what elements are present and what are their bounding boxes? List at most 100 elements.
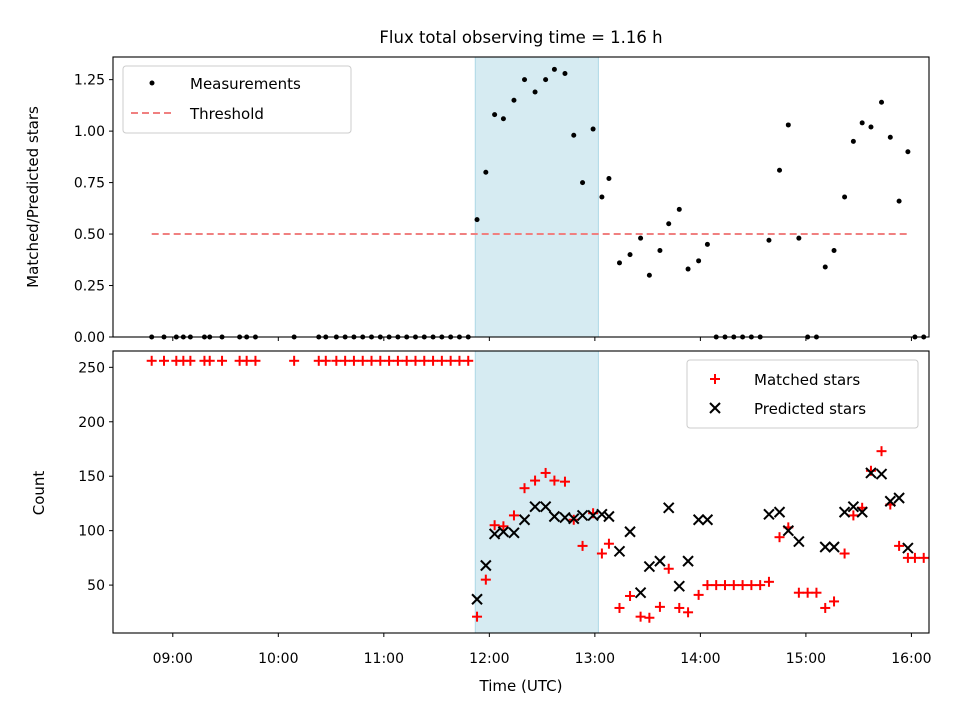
predicted-star-point-b bbox=[838, 506, 851, 518]
measurement-point bbox=[483, 169, 489, 175]
matched-star-point bbox=[480, 574, 491, 585]
predicted-star-point bbox=[847, 500, 860, 513]
predicted-star-point-b bbox=[902, 542, 914, 554]
predicted-star-point-b bbox=[893, 492, 905, 504]
predicted-star-point-b bbox=[856, 506, 868, 518]
measurement-point bbox=[842, 194, 848, 200]
bottom-axes-frame bbox=[112, 350, 930, 634]
predicted-star-point bbox=[613, 545, 626, 558]
matched-star-point bbox=[839, 548, 850, 559]
matched-star-point bbox=[540, 467, 551, 478]
measurement-point bbox=[859, 120, 865, 126]
measurement-point bbox=[896, 198, 902, 204]
predicted-star-point bbox=[568, 512, 580, 525]
matched-star-point bbox=[763, 576, 774, 587]
measurement-point bbox=[511, 97, 517, 103]
measurement-point bbox=[492, 112, 498, 118]
measurement-point bbox=[599, 194, 605, 200]
measurement-point bbox=[831, 248, 837, 254]
measurement-point bbox=[796, 235, 802, 241]
predicted-star-point bbox=[865, 467, 877, 479]
predicted-star-point bbox=[497, 526, 510, 538]
measurement-point bbox=[879, 99, 885, 105]
predicted-star-point-b bbox=[587, 509, 599, 522]
top-y-axis-label: Matched/Predicted stars bbox=[24, 106, 42, 288]
legend-measurements-label: Measurements bbox=[190, 75, 301, 93]
top-legend: Measurements Threshold bbox=[122, 65, 352, 134]
measurement-point bbox=[532, 89, 538, 95]
matched-star-point bbox=[635, 611, 646, 622]
top-y-tick-label: 0.75 bbox=[74, 176, 105, 192]
predicted-star-point-b bbox=[576, 509, 589, 522]
predicted-star-point bbox=[488, 528, 501, 540]
top-y-tick-label: 0.00 bbox=[74, 330, 105, 346]
top-legend-box bbox=[122, 65, 352, 134]
top-axes-frame bbox=[112, 56, 930, 338]
bottom-x-tick-label: 10:00 bbox=[258, 651, 298, 667]
matched-star-point bbox=[445, 355, 456, 366]
predicted-star-point bbox=[529, 500, 541, 513]
matched-star-point bbox=[683, 607, 694, 618]
measurement-point bbox=[657, 248, 663, 254]
matched-star-point bbox=[549, 475, 560, 486]
bottom-x-tick-label: 11:00 bbox=[364, 651, 404, 667]
predicted-star-point bbox=[763, 508, 775, 521]
bottom-legend: Matched stars Predicted stars bbox=[686, 359, 919, 429]
measurement-point bbox=[571, 132, 577, 138]
predicted-star-point bbox=[701, 514, 714, 526]
count-points bbox=[146, 355, 929, 623]
bottom-x-tick-label: 16:00 bbox=[891, 651, 931, 667]
matched-star-point bbox=[674, 602, 685, 613]
predicted-star-point-b bbox=[847, 500, 860, 513]
bottom-y-tick-label: 50 bbox=[87, 578, 105, 594]
predicted-star-point bbox=[663, 502, 675, 514]
matched-star-point bbox=[894, 540, 905, 551]
predicted-star-point bbox=[828, 541, 840, 553]
bottom-x-ticks: 09:00 10:00 11:00 12:00 13:00 14:00 15:00 16:00 bbox=[153, 633, 932, 667]
bottom-x-tick-label: 14:00 bbox=[680, 651, 720, 667]
measurement-point bbox=[551, 66, 557, 72]
measurement-point bbox=[676, 206, 682, 212]
matched-star-point bbox=[428, 355, 439, 366]
predicted-star-point-b bbox=[529, 500, 541, 513]
matched-star-point bbox=[802, 587, 813, 598]
matched-star-point bbox=[436, 355, 447, 366]
predicted-star-point bbox=[793, 535, 805, 548]
matched-star-point bbox=[663, 563, 674, 574]
matched-star-point bbox=[596, 548, 607, 559]
measurement-point bbox=[627, 252, 633, 258]
matched-star-point bbox=[463, 355, 474, 366]
predicted-star-point bbox=[856, 506, 868, 518]
predicted-star-point bbox=[682, 555, 694, 567]
matched-star-point bbox=[331, 355, 342, 366]
bottom-y-tick-label: 150 bbox=[78, 469, 105, 485]
matched-star-point bbox=[876, 446, 887, 457]
predicted-star-point bbox=[819, 541, 831, 553]
measurement-point bbox=[905, 149, 911, 155]
matched-star-point bbox=[728, 580, 739, 591]
legend-predicted-marker bbox=[709, 402, 721, 414]
matched-star-point bbox=[410, 355, 421, 366]
legend-plus bbox=[710, 374, 720, 384]
bottom-y-axis-label: Count bbox=[30, 471, 48, 516]
matched-star-point bbox=[498, 521, 509, 532]
matched-star-point bbox=[320, 355, 331, 366]
legend-x-b bbox=[709, 402, 721, 414]
predicted-star-point-b bbox=[568, 512, 580, 525]
measurement-point bbox=[704, 241, 710, 247]
matched-star-point bbox=[530, 475, 541, 486]
bottom-panel: 50 100 150 200 250 09:00 10:00 11:00 12:00 13:00… bbox=[30, 350, 932, 695]
measurement-point bbox=[777, 167, 783, 173]
predicted-star-point-b bbox=[548, 510, 561, 523]
predicted-star-point bbox=[654, 555, 666, 567]
predicted-star-point bbox=[692, 514, 705, 526]
predicted-star-point bbox=[875, 468, 888, 480]
measurement-point bbox=[580, 180, 586, 186]
matched-star-point bbox=[489, 520, 500, 531]
predicted-star-point-b bbox=[654, 555, 666, 567]
predicted-star-point-b bbox=[692, 514, 705, 526]
matched-star-point bbox=[508, 510, 519, 521]
predicted-star-point-b bbox=[488, 528, 501, 540]
matched-star-point bbox=[820, 602, 831, 613]
predicted-star-point-b bbox=[763, 508, 775, 521]
